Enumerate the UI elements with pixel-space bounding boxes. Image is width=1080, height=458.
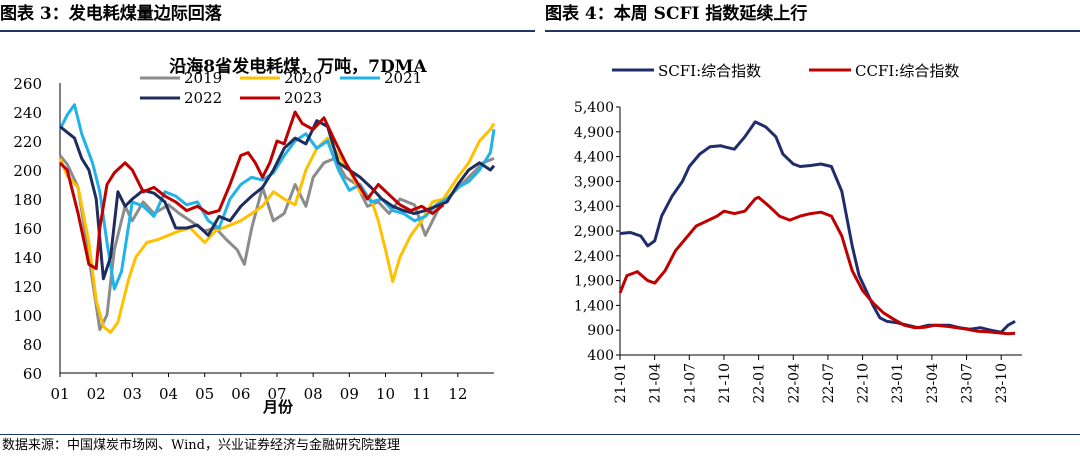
x-tick-label: 04 (159, 385, 178, 403)
y-tick-label: 400 (587, 348, 614, 364)
x-tick-label: 08 (304, 385, 323, 403)
x-tick-label: 02 (87, 385, 106, 403)
y-tick-label: 80 (23, 336, 42, 354)
x-tick-label: 05 (195, 385, 214, 403)
legend-label-2023: 2023 (284, 89, 322, 107)
x-tick-label: 23-10 (994, 363, 1010, 403)
x-tick-label: 07 (267, 385, 286, 403)
y-tick-label: 1,900 (574, 274, 614, 290)
y-tick-label: 200 (13, 162, 42, 180)
y-tick-label: 240 (13, 104, 42, 122)
series-line-2019 (58, 154, 495, 331)
x-tick-label: 23-04 (925, 363, 941, 403)
x-tick-label: 21-10 (717, 363, 733, 403)
y-tick-label: 120 (13, 278, 42, 296)
legend-label-scfi: SCFI:综合指数 (658, 62, 761, 80)
x-tick-label: 23-07 (960, 363, 976, 403)
x-axis-label: 月份 (262, 398, 294, 416)
series-line-scfi (619, 120, 1016, 334)
y-tick-label: 60 (23, 365, 42, 383)
x-tick-label: 21-01 (613, 363, 629, 403)
x-tick-label: 01 (50, 385, 69, 403)
x-tick-label: 09 (340, 385, 359, 403)
x-tick-label: 22-04 (786, 363, 802, 403)
x-tick-label: 12 (448, 385, 467, 403)
x-tick-label: 11 (412, 385, 431, 403)
legend-label-2021: 2021 (384, 69, 422, 87)
series-line-ccfi (618, 195, 1016, 336)
y-tick-label: 160 (13, 220, 42, 238)
series-line-2022 (59, 119, 496, 281)
x-tick-label: 10 (376, 385, 395, 403)
legend-label-2020: 2020 (284, 69, 322, 87)
legend-label-ccfi: CCFI:综合指数 (855, 62, 959, 80)
x-tick-label: 22-10 (856, 363, 872, 403)
x-tick-label: 06 (231, 385, 250, 403)
x-tick-label: 23-01 (890, 363, 906, 403)
series-line-2023 (58, 110, 445, 271)
y-tick-label: 2,400 (574, 249, 614, 265)
series-line-2021 (58, 103, 496, 291)
y-tick-label: 3,900 (574, 174, 614, 190)
data-source-note: 数据来源：中国煤炭市场网、Wind，兴业证券经济与金融研究院整理 (0, 434, 1080, 457)
y-tick-label: 5,400 (574, 100, 614, 116)
series-line-2020 (58, 122, 496, 334)
x-tick-label: 22-07 (821, 363, 837, 403)
y-tick-label: 4,900 (574, 125, 614, 141)
y-tick-label: 260 (13, 75, 42, 93)
legend-label-2019: 2019 (184, 69, 222, 87)
chart-title: 沿海8省发电耗煤，万吨，7DMA (169, 56, 427, 77)
scfi-index-chart: 400 900 1,400 1,900 2,400 2,900 3,400 3,900 4,40… (574, 62, 1022, 403)
y-tick-label: 1,400 (574, 298, 614, 314)
y-tick-label: 4,400 (574, 150, 614, 166)
y-tick-label: 3,400 (574, 199, 614, 215)
coal-consumption-chart: 60 80 100 120 140 160 180 200 220 240 260 01 02 03 04 0… (13, 56, 496, 416)
y-tick-label: 180 (13, 191, 42, 209)
x-tick-label: 21-04 (648, 363, 664, 403)
x-tick-label: 03 (123, 385, 142, 403)
x-tick-label: 22-01 (752, 363, 768, 403)
y-tick-label: 100 (13, 307, 42, 325)
legend-label-2022: 2022 (184, 89, 222, 107)
left-figure-title: 图表 3：发电耗煤量边际回落 (0, 0, 535, 32)
y-tick-label: 140 (13, 249, 42, 267)
y-tick-label: 220 (13, 133, 42, 151)
right-figure-title: 图表 4：本周 SCFI 指数延续上行 (545, 0, 1080, 32)
y-tick-label: 900 (587, 323, 614, 339)
x-tick-label: 21-07 (682, 363, 698, 403)
y-tick-label: 2,900 (574, 224, 614, 240)
